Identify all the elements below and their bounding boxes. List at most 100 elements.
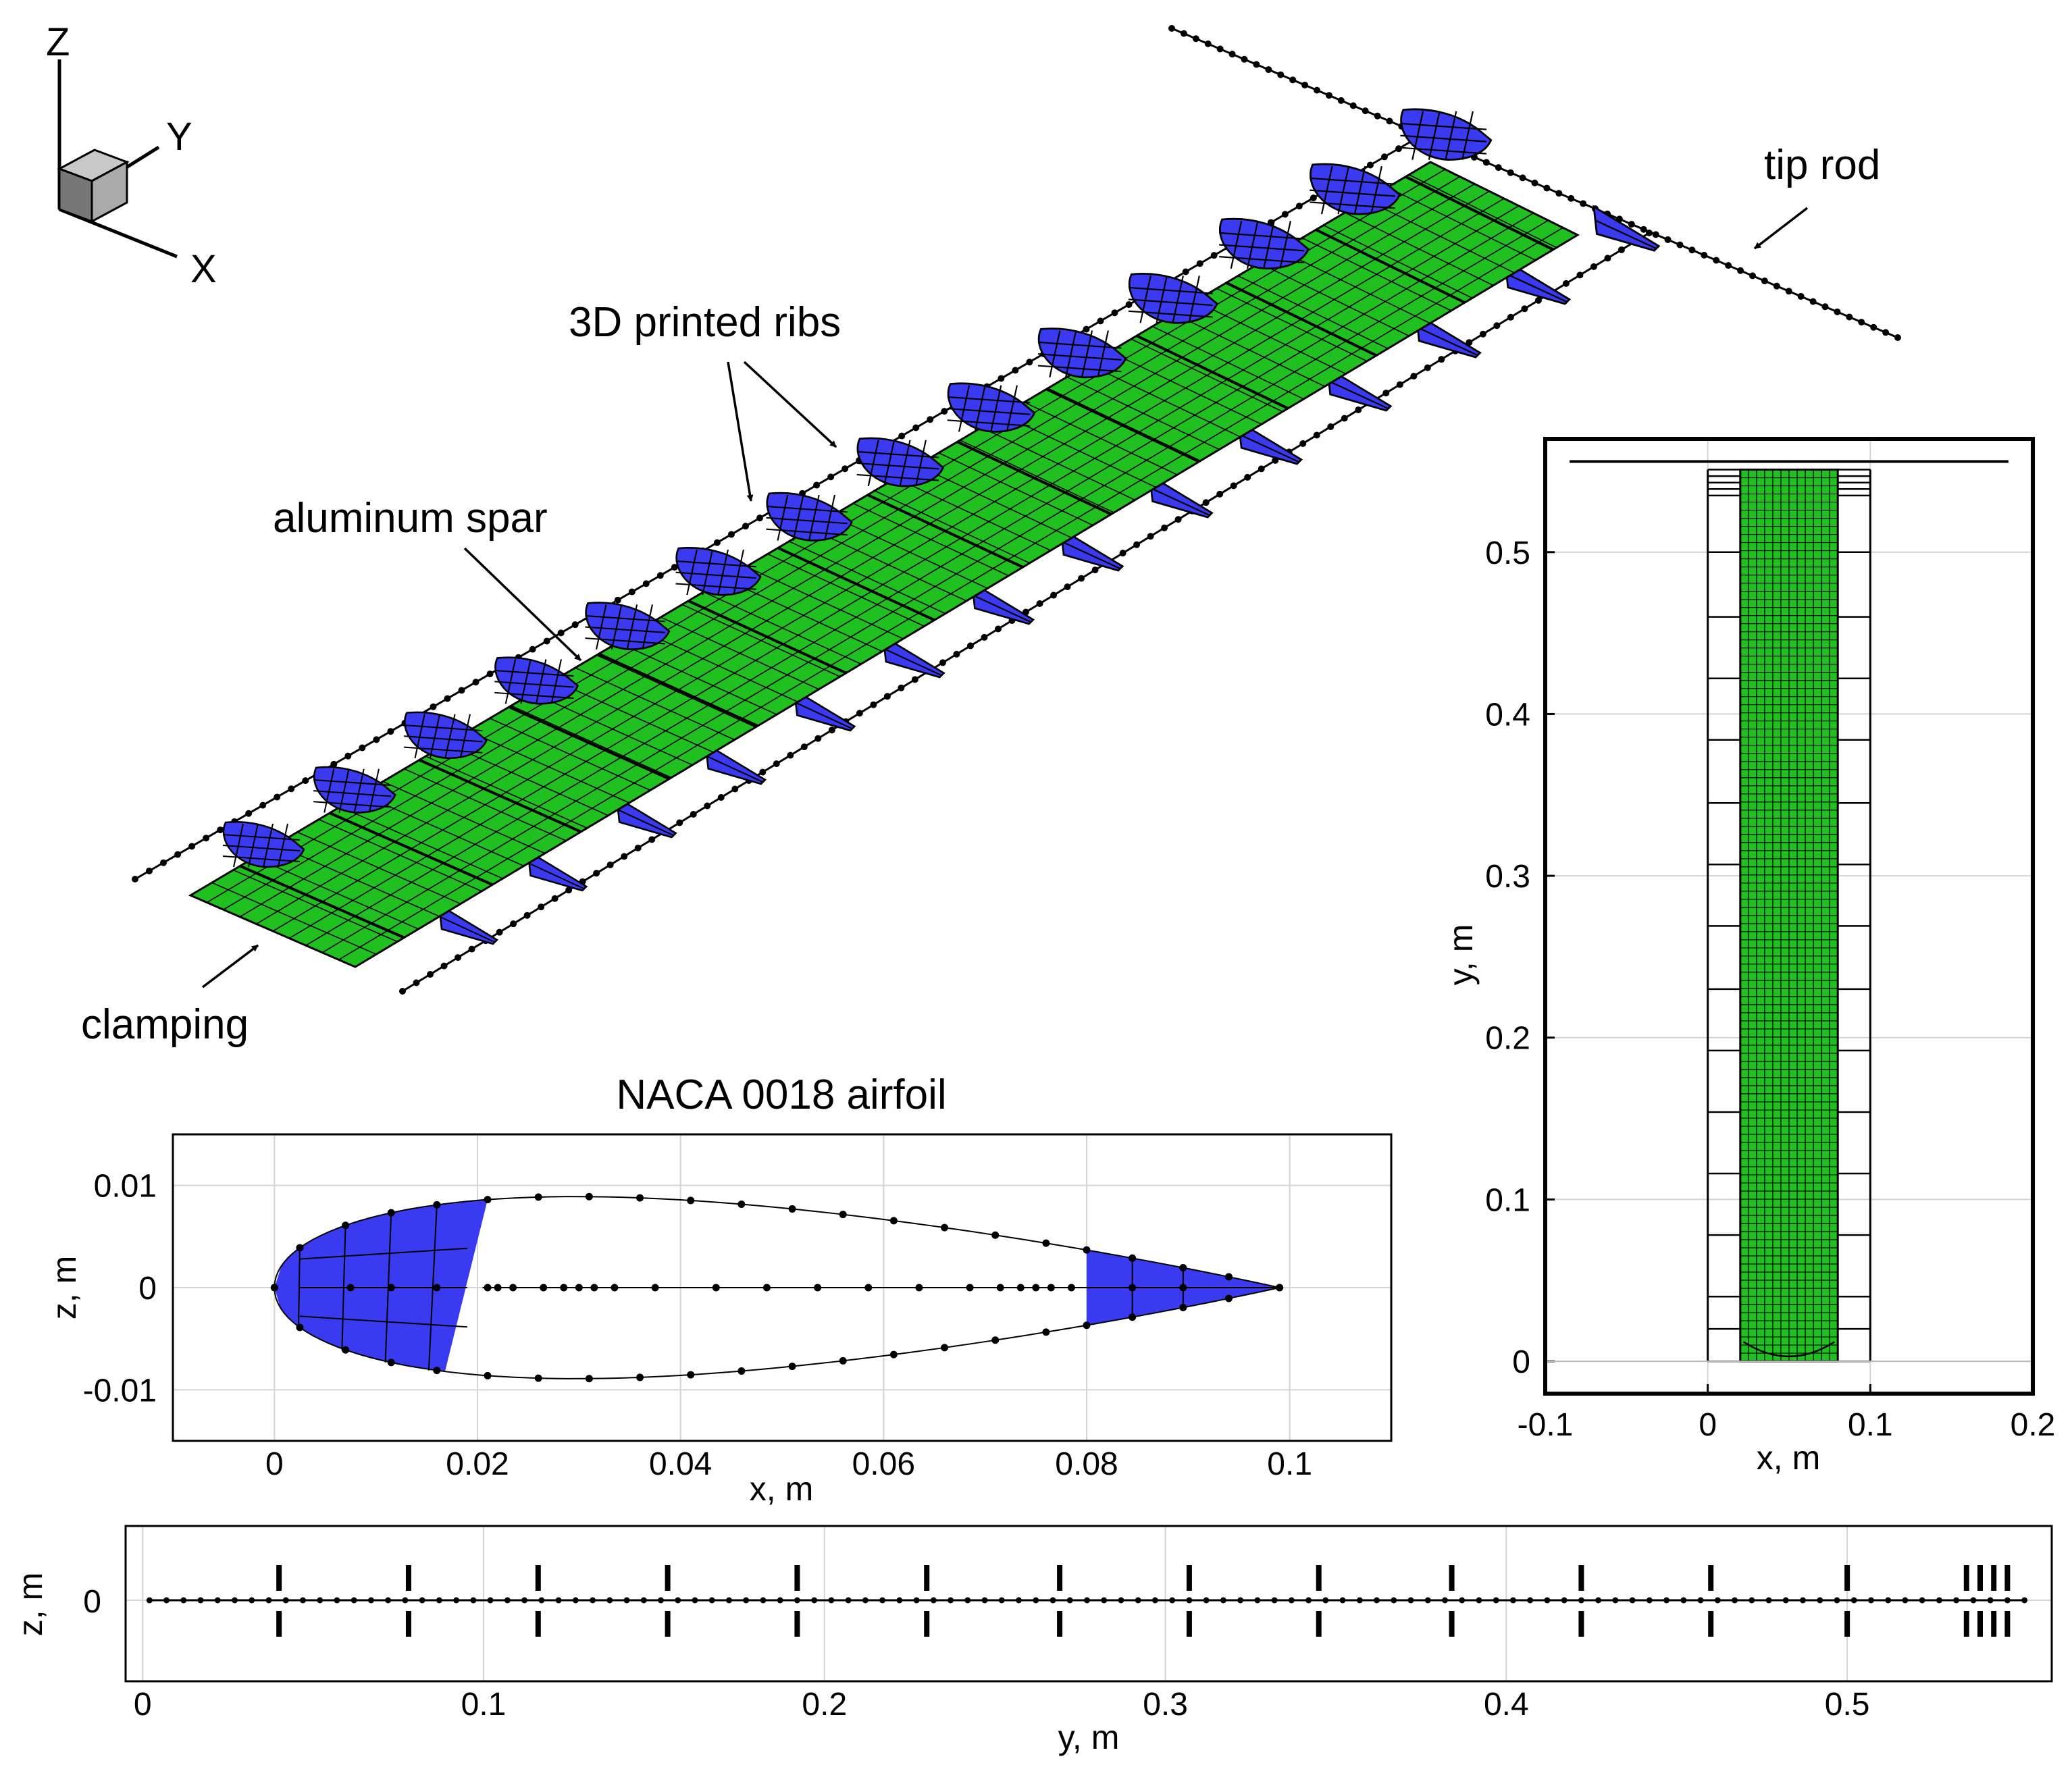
front-rib-mesh xyxy=(1128,298,1213,307)
span-node xyxy=(1066,1597,1073,1604)
tip-rod-node xyxy=(1737,267,1744,274)
span-node xyxy=(623,1597,630,1604)
leading-edge-rod-node xyxy=(146,867,153,874)
front-rib-mesh xyxy=(520,659,532,704)
spar-mesh-line xyxy=(1387,186,1536,261)
span-node xyxy=(1578,1597,1584,1604)
span-node xyxy=(862,1597,869,1604)
front-rib xyxy=(404,711,488,760)
airfoil-beam-node xyxy=(575,1284,583,1292)
front-rib xyxy=(1128,273,1218,324)
planform-ytick: 0.4 xyxy=(1485,697,1530,733)
airfoil-node xyxy=(636,1373,644,1381)
tip-rod-node xyxy=(1568,194,1575,202)
front-rib-mesh xyxy=(338,768,350,813)
span-rib-bottom xyxy=(1186,1611,1192,1637)
front-rib-mesh xyxy=(947,408,1031,415)
spar-mesh-line xyxy=(1066,376,1220,450)
front-rib-mesh xyxy=(1411,111,1424,160)
trailing-edge-rod-node xyxy=(981,633,988,641)
rear-rib xyxy=(970,581,1035,625)
span-node xyxy=(1527,1597,1534,1604)
leading-edge-rod-node xyxy=(756,515,763,522)
front-rib-mesh xyxy=(414,714,425,759)
front-rib-mesh xyxy=(504,659,517,704)
view3d: Z Y X 3D printed ribs aluminum spar clam… xyxy=(46,20,1901,1048)
leading-edge-rod-node xyxy=(1196,260,1203,267)
span-node xyxy=(180,1597,187,1604)
spar-mesh-line xyxy=(1323,224,1473,299)
span-node xyxy=(1663,1597,1670,1604)
span-node xyxy=(845,1597,852,1604)
airfoil-node xyxy=(585,1375,593,1383)
rear-rib-body xyxy=(882,634,946,679)
airfoil-rib-mesh xyxy=(298,1247,301,1328)
rear-rib xyxy=(1415,312,1482,359)
tip-rod-node xyxy=(1337,97,1345,104)
spar-surface xyxy=(188,161,1580,968)
airfoil-xtick: 0.08 xyxy=(1055,1446,1118,1482)
front-rib-mesh xyxy=(222,855,301,862)
front-rib-mesh xyxy=(585,637,665,645)
leading-edge-rod-node xyxy=(642,580,650,587)
spar-mesh-line xyxy=(575,667,735,741)
leading-edge-rod-node xyxy=(387,728,394,735)
span-node xyxy=(1953,1597,1960,1604)
span-node xyxy=(1561,1597,1568,1604)
leading-edge-rod-node xyxy=(898,432,906,440)
airfoil-beam-node xyxy=(560,1284,568,1292)
front-rib-mesh xyxy=(702,549,713,596)
tip-rod-node xyxy=(1628,221,1635,228)
airfoil-beam-node xyxy=(346,1284,355,1292)
front-rib-mesh xyxy=(404,746,483,754)
span-rib-bottom xyxy=(535,1611,541,1637)
tip-rod-node xyxy=(1325,92,1332,99)
span-node xyxy=(1885,1597,1892,1604)
planform-ytick: 0 xyxy=(1512,1344,1530,1380)
front-rib-body xyxy=(404,711,488,760)
axis-y-label: Y xyxy=(166,115,192,159)
span-node xyxy=(1220,1597,1226,1604)
tip-rod-node xyxy=(1858,319,1865,326)
trailing-edge-rod-node xyxy=(1133,541,1141,548)
airfoil-node xyxy=(889,1217,898,1225)
leading-edge-rod-node xyxy=(217,826,224,834)
span-xlabel: y, m xyxy=(1058,1718,1120,1756)
span-rib-top xyxy=(1449,1565,1455,1591)
airfoil-node xyxy=(387,1359,395,1367)
rear-rib-mesh xyxy=(1595,219,1657,249)
leading-edge-rod-node xyxy=(330,760,338,768)
front-rib-mesh xyxy=(585,626,665,633)
spar-mesh-line xyxy=(1152,325,1304,400)
span-node xyxy=(282,1597,289,1604)
front-rib xyxy=(1218,217,1310,270)
leading-edge-rod-node xyxy=(1310,194,1317,202)
span-node xyxy=(828,1597,835,1604)
leading-edge-rod-node xyxy=(1182,268,1189,275)
airfoil-node xyxy=(296,1323,304,1332)
leading-edge-rod-node xyxy=(288,785,295,793)
rear-rib-body xyxy=(1060,527,1124,572)
span-node xyxy=(811,1597,818,1604)
planform-x-ticks: -0.1 0 0.1 0.2 xyxy=(1518,1407,2056,1443)
span-node xyxy=(1612,1597,1619,1604)
tip-rod-node xyxy=(1531,180,1538,186)
leading-edge-ribs xyxy=(222,108,1493,868)
span-node xyxy=(1493,1597,1499,1604)
airfoil-node xyxy=(839,1356,847,1365)
span-node xyxy=(964,1597,971,1604)
trailing-edge-rod-node xyxy=(966,642,974,650)
trailing-edge-rod-node xyxy=(1604,255,1611,262)
front-rib-mesh xyxy=(792,494,804,541)
airfoil-node xyxy=(296,1244,304,1252)
span-rib-top xyxy=(1578,1565,1584,1591)
leading-edge-rod-node xyxy=(628,588,636,596)
tip-rod-node xyxy=(1204,40,1212,47)
airfoil-beam-node xyxy=(762,1284,771,1292)
span-node xyxy=(1374,1597,1380,1604)
leading-edge-rod-node xyxy=(1395,145,1402,153)
span-node xyxy=(640,1597,647,1604)
airfoil-node xyxy=(991,1336,1000,1344)
spar-mesh-line xyxy=(831,515,988,589)
span-node xyxy=(538,1597,545,1604)
